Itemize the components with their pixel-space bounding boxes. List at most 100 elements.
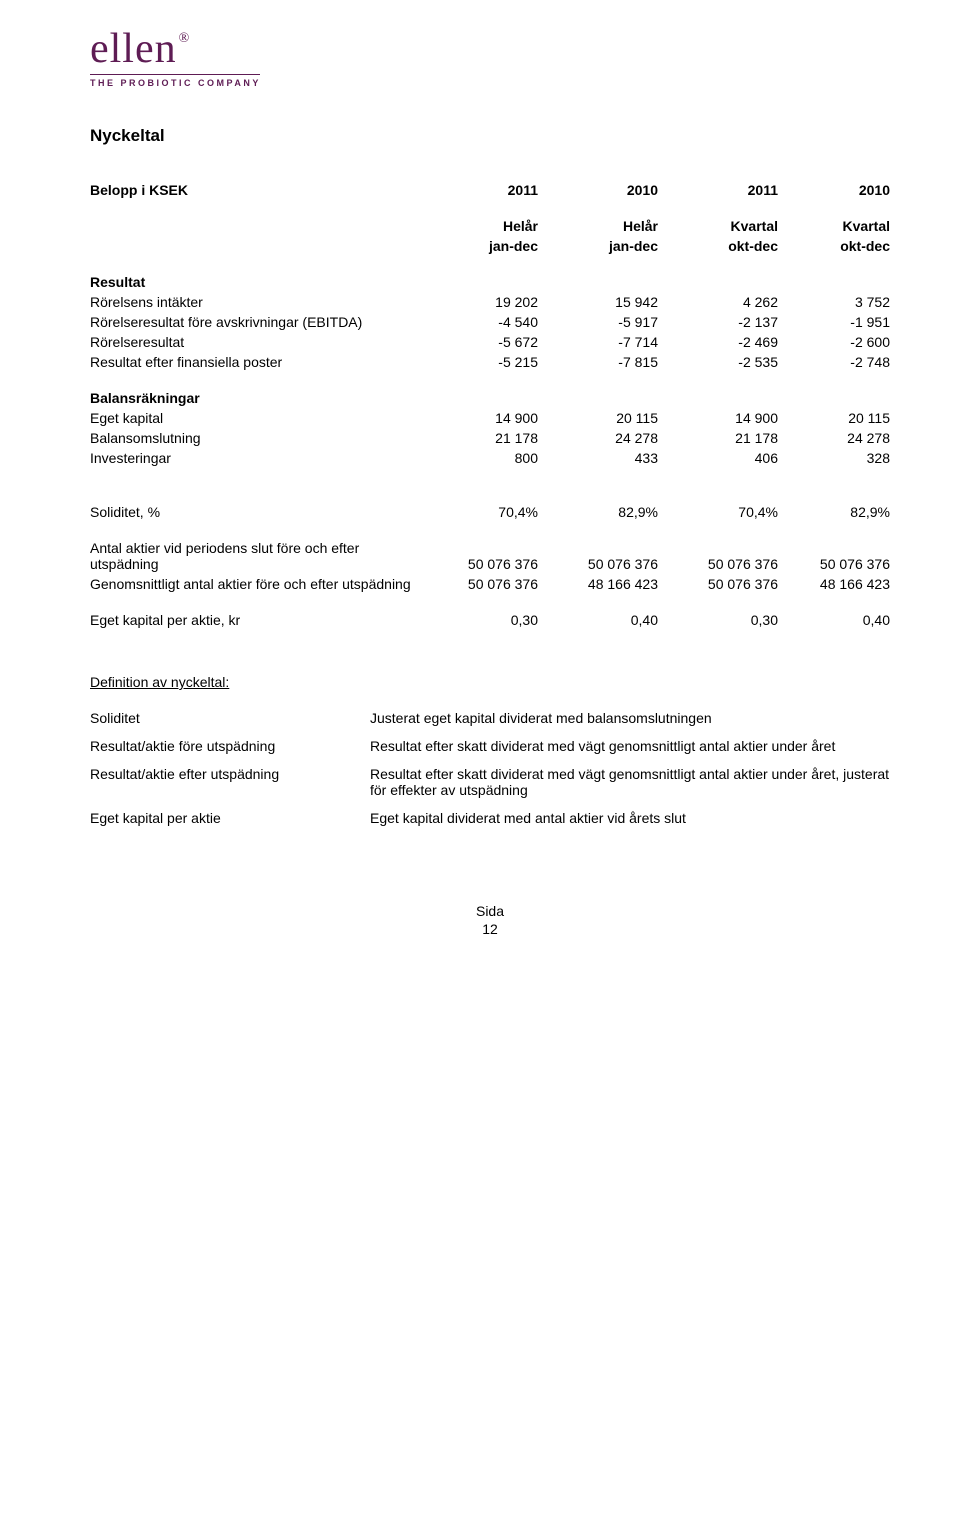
logo-divider — [90, 74, 260, 75]
col-period: Kvartal — [658, 216, 778, 236]
financial-table: Belopp i KSEK 2011 2010 2011 2010 Helår … — [90, 180, 890, 630]
col-period: jan-dec — [538, 236, 658, 256]
cell: 14 900 — [418, 408, 538, 428]
row-label: Genomsnittligt antal aktier före och eft… — [90, 574, 418, 594]
cell: 15 942 — [538, 292, 658, 312]
cell: 50 076 376 — [418, 538, 538, 574]
cell: -1 951 — [778, 312, 890, 332]
def-term: Resultat/aktie före utspädning — [90, 732, 370, 760]
definition-row: Resultat/aktie efter utspädning Resultat… — [90, 760, 890, 804]
header-label: Belopp i KSEK — [90, 180, 418, 200]
table-row: Rörelseresultat före avskrivningar (EBIT… — [90, 312, 890, 332]
table-row: Balansomslutning 21 178 24 278 21 178 24… — [90, 428, 890, 448]
group-head-resultat: Resultat — [90, 272, 890, 292]
cell: 0,40 — [778, 610, 890, 630]
cell: 82,9% — [778, 502, 890, 522]
table-row: Genomsnittligt antal aktier före och eft… — [90, 574, 890, 594]
table-row: Antal aktier vid periodens slut före och… — [90, 538, 890, 574]
table-row: Rörelseresultat -5 672 -7 714 -2 469 -2 … — [90, 332, 890, 352]
cell: 82,9% — [538, 502, 658, 522]
row-label: Rörelseresultat före avskrivningar (EBIT… — [90, 312, 418, 332]
cell: -2 748 — [778, 352, 890, 372]
header-row-years: Belopp i KSEK 2011 2010 2011 2010 — [90, 180, 890, 200]
row-label: Antal aktier vid periodens slut före och… — [90, 538, 418, 574]
cell: 50 076 376 — [538, 538, 658, 574]
row-label: Eget kapital — [90, 408, 418, 428]
definitions-table: Soliditet Justerat eget kapital dividera… — [90, 704, 890, 832]
row-label: Soliditet, % — [90, 502, 418, 522]
cell: -4 540 — [418, 312, 538, 332]
def-term: Eget kapital per aktie — [90, 804, 370, 832]
col-period: okt-dec — [658, 236, 778, 256]
page-footer: Sida 12 — [90, 902, 890, 938]
cell: -2 535 — [658, 352, 778, 372]
cell: 70,4% — [658, 502, 778, 522]
cell: 0,30 — [658, 610, 778, 630]
cell: -2 600 — [778, 332, 890, 352]
group-title: Balansräkningar — [90, 388, 418, 408]
cell: 21 178 — [418, 428, 538, 448]
cell: 19 202 — [418, 292, 538, 312]
table-row: Rörelsens intäkter 19 202 15 942 4 262 3… — [90, 292, 890, 312]
row-label: Eget kapital per aktie, kr — [90, 610, 418, 630]
col-year: 2010 — [778, 180, 890, 200]
cell: -2 137 — [658, 312, 778, 332]
cell: 48 166 423 — [538, 574, 658, 594]
def-desc: Eget kapital dividerat med antal aktier … — [370, 804, 890, 832]
cell: 406 — [658, 448, 778, 468]
logo-text: ellen® — [90, 28, 188, 70]
definitions-title: Definition av nyckeltal: — [90, 674, 890, 690]
cell: 3 752 — [778, 292, 890, 312]
cell: -5 917 — [538, 312, 658, 332]
cell: 50 076 376 — [658, 574, 778, 594]
col-year: 2011 — [658, 180, 778, 200]
cell: 433 — [538, 448, 658, 468]
cell: 50 076 376 — [778, 538, 890, 574]
table-row: Eget kapital per aktie, kr 0,30 0,40 0,3… — [90, 610, 890, 630]
def-term: Resultat/aktie efter utspädning — [90, 760, 370, 804]
footer-label: Sida — [90, 902, 890, 920]
cell: 48 166 423 — [778, 574, 890, 594]
footer-page-number: 12 — [90, 920, 890, 938]
cell: 14 900 — [658, 408, 778, 428]
definition-row: Resultat/aktie före utspädning Resultat … — [90, 732, 890, 760]
row-label: Investeringar — [90, 448, 418, 468]
col-period: Helår — [418, 216, 538, 236]
cell: -5 672 — [418, 332, 538, 352]
row-label: Rörelsens intäkter — [90, 292, 418, 312]
document-page: ellen® THE PROBIOTIC COMPANY Nyckeltal B… — [0, 0, 960, 978]
cell: 20 115 — [538, 408, 658, 428]
header-row-period-top: Helår Helår Kvartal Kvartal — [90, 216, 890, 236]
group-title: Resultat — [90, 272, 418, 292]
cell: 4 262 — [658, 292, 778, 312]
cell: 21 178 — [658, 428, 778, 448]
def-desc: Justerat eget kapital dividerat med bala… — [370, 704, 890, 732]
definition-row: Soliditet Justerat eget kapital dividera… — [90, 704, 890, 732]
row-label: Resultat efter finansiella poster — [90, 352, 418, 372]
def-term: Soliditet — [90, 704, 370, 732]
table-row: Soliditet, % 70,4% 82,9% 70,4% 82,9% — [90, 502, 890, 522]
def-desc: Resultat efter skatt dividerat med vägt … — [370, 760, 890, 804]
def-desc: Resultat efter skatt dividerat med vägt … — [370, 732, 890, 760]
cell: 50 076 376 — [418, 574, 538, 594]
cell: 70,4% — [418, 502, 538, 522]
definition-row: Eget kapital per aktie Eget kapital divi… — [90, 804, 890, 832]
table-row: Eget kapital 14 900 20 115 14 900 20 115 — [90, 408, 890, 428]
row-label: Balansomslutning — [90, 428, 418, 448]
col-period: okt-dec — [778, 236, 890, 256]
cell: 20 115 — [778, 408, 890, 428]
col-period: jan-dec — [418, 236, 538, 256]
cell: -7 815 — [538, 352, 658, 372]
cell: -5 215 — [418, 352, 538, 372]
table-row: Resultat efter finansiella poster -5 215… — [90, 352, 890, 372]
col-period: Kvartal — [778, 216, 890, 236]
logo: ellen® THE PROBIOTIC COMPANY — [90, 28, 890, 88]
cell: -7 714 — [538, 332, 658, 352]
col-period: Helår — [538, 216, 658, 236]
row-label: Rörelseresultat — [90, 332, 418, 352]
table-row: Investeringar 800 433 406 328 — [90, 448, 890, 468]
cell: 24 278 — [778, 428, 890, 448]
col-year: 2011 — [418, 180, 538, 200]
cell: 24 278 — [538, 428, 658, 448]
logo-reg: ® — [179, 31, 191, 46]
